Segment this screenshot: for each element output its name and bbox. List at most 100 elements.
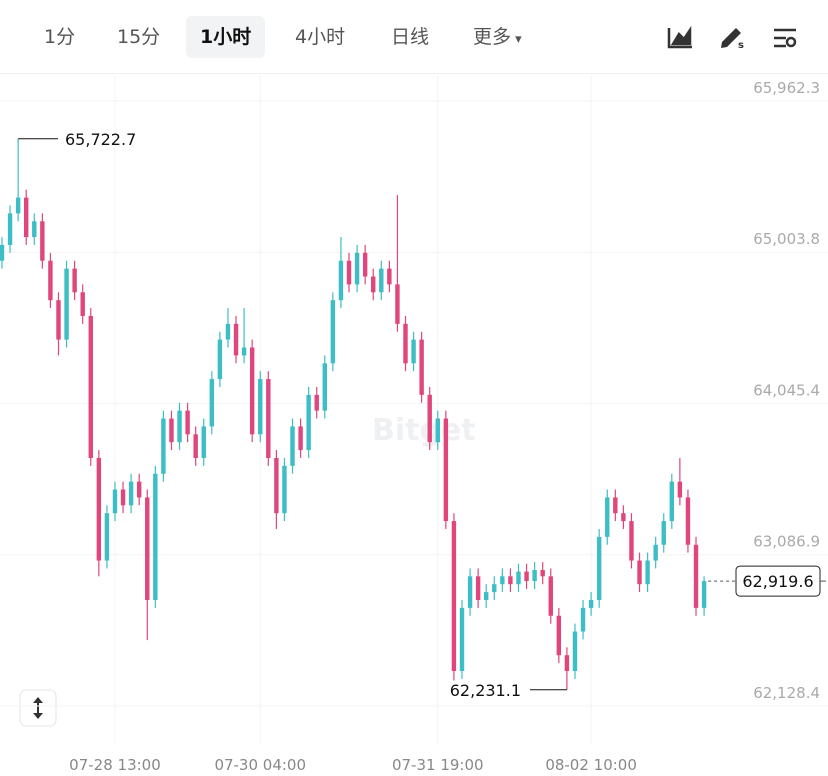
candle-body (330, 300, 336, 364)
candle-body (492, 584, 497, 593)
tab-label: 1分 (44, 26, 76, 48)
timeframe-tab[interactable]: 1小时 (186, 16, 266, 58)
candle-body (120, 489, 126, 506)
timeframe-tab[interactable]: 4小时 (281, 16, 359, 58)
tab-label: 1小时 (200, 26, 252, 48)
candle-body (314, 394, 319, 411)
watermark: Bitget (372, 413, 476, 448)
candle-body (613, 497, 618, 514)
candle-body (395, 284, 400, 324)
candle-body (621, 513, 626, 522)
y-tick-label: 65,962.3 (753, 79, 820, 97)
candle-body (580, 607, 586, 632)
candle-body (637, 560, 642, 585)
candle-body (7, 213, 13, 245)
candle-body (322, 363, 327, 411)
candle-body (629, 521, 634, 561)
candle-body (185, 410, 190, 435)
dropdown-arrow: ▾ (511, 32, 522, 47)
candle-body (387, 268, 392, 285)
timeframe-tab[interactable]: 15分 (103, 16, 174, 58)
y-tick-label: 65,003.8 (753, 230, 820, 248)
candle-body (693, 544, 699, 608)
candle-body (653, 544, 658, 561)
candle-body (298, 426, 303, 451)
candle-body (290, 426, 295, 466)
candle-body (217, 339, 223, 380)
candle-body (379, 268, 384, 293)
candle-body (427, 394, 432, 443)
candle-body (403, 323, 408, 364)
draw-icon[interactable]: s (721, 28, 744, 51)
candle-body (161, 418, 166, 474)
timeframe-tab[interactable]: 更多 ▾ (459, 16, 536, 58)
candle-body (64, 268, 69, 340)
candle-body (112, 489, 118, 514)
candle-body (371, 276, 376, 293)
candle-body (362, 252, 368, 277)
candle-body (548, 576, 553, 616)
high-marker-label: 65,722.7 (65, 130, 136, 149)
y-tick-label: 63,086.9 (753, 533, 820, 551)
candle-body (540, 570, 545, 577)
candle-body (193, 434, 198, 458)
candle-body (556, 615, 562, 656)
candle-body (169, 418, 174, 443)
candle-body (500, 576, 505, 585)
candle-body (201, 426, 206, 458)
tab-label: 4小时 (295, 26, 346, 48)
candle-body (508, 576, 513, 585)
x-tick-label: 07-28 13:00 (69, 756, 161, 774)
svg-text:s: s (738, 40, 744, 51)
candle-body (677, 481, 683, 498)
candle-body (136, 481, 142, 498)
candle-body (274, 457, 279, 514)
candle-body (685, 497, 691, 545)
timeframe-tab[interactable]: 1分 (30, 16, 89, 58)
candle-body (701, 581, 707, 608)
timeframe-tab[interactable]: 日线 (377, 16, 443, 58)
scroll-button[interactable] (19, 689, 57, 727)
candle-body (88, 315, 93, 458)
candle-body (451, 521, 457, 671)
candle-body (354, 252, 360, 285)
candle-body (435, 418, 440, 443)
candle-body (209, 379, 215, 427)
candle-body (346, 260, 352, 285)
candle-body (145, 497, 150, 600)
low-marker-label: 62,231.1 (450, 681, 521, 700)
candle-body (258, 379, 263, 435)
x-tick-label: 07-30 04:00 (214, 756, 306, 774)
tab-label: 日线 (391, 26, 430, 48)
candle-body (241, 347, 247, 356)
settings-icon[interactable] (774, 28, 797, 48)
candle-body (564, 655, 570, 671)
candle-body (225, 323, 231, 340)
candle-body (588, 599, 594, 608)
last-price-label: 62,919.6 (742, 572, 813, 591)
candle-body (338, 260, 344, 301)
candle-body (661, 521, 666, 545)
candle-body (177, 410, 182, 443)
candle-body (40, 221, 45, 261)
candle-body (467, 576, 473, 608)
candle-body (32, 221, 37, 238)
candle-body (484, 592, 489, 600)
y-tick-label: 62,128.4 (753, 684, 820, 702)
tab-label: 更多 (473, 26, 512, 48)
candle-body (72, 268, 77, 293)
candle-body (411, 339, 416, 364)
x-tick-label: 08-02 10:00 (545, 756, 637, 774)
candle-body (306, 394, 311, 451)
candle-body (443, 418, 449, 522)
candle-body (419, 339, 424, 395)
candle-body (572, 631, 578, 671)
toolbar: 1分 15分 1小时 4小时 日线 更多 ▾ (0, 0, 828, 74)
candle-body (153, 473, 158, 600)
candle-body (128, 481, 134, 506)
chart-type-icon[interactable] (667, 25, 692, 49)
candle-body (516, 571, 521, 585)
candle-body (0, 244, 5, 261)
